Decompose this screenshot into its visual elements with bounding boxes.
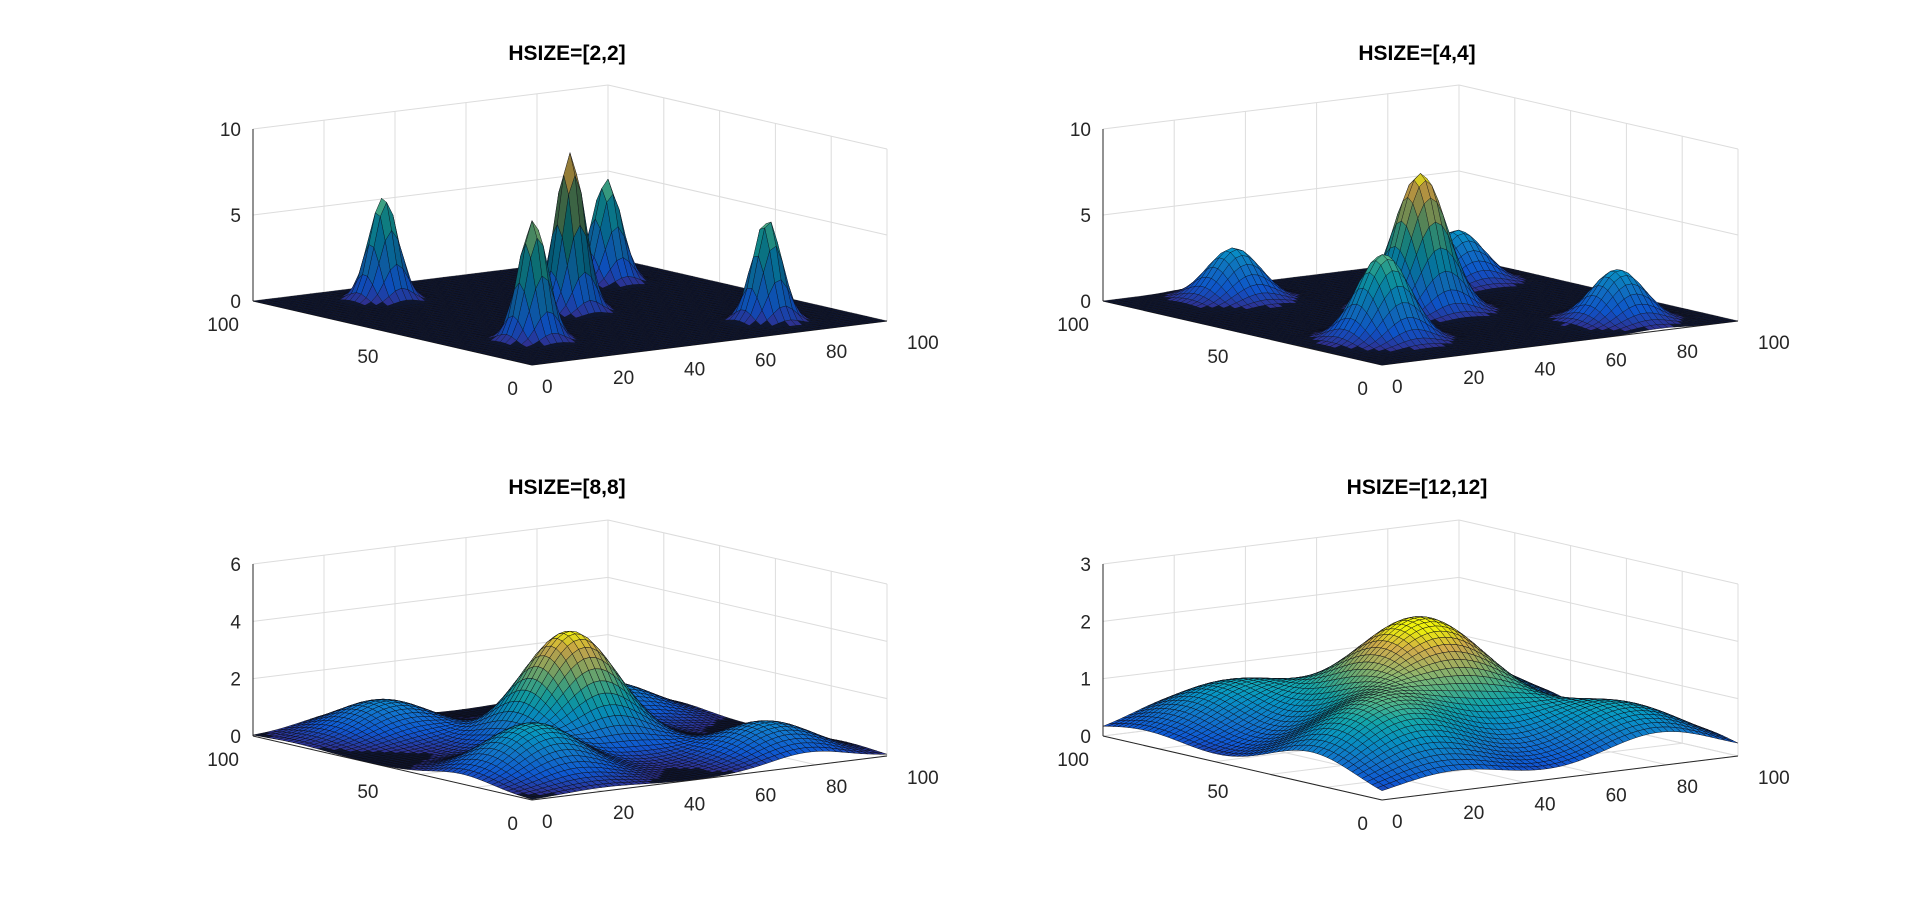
x-tick-label: 40 bbox=[684, 359, 705, 380]
z-tick-label: 5 bbox=[230, 206, 241, 227]
y-tick-label: 50 bbox=[357, 347, 378, 368]
x-tick-label: 60 bbox=[755, 351, 776, 372]
x-tick-label: 100 bbox=[907, 333, 939, 354]
x-tick-label: 0 bbox=[542, 377, 553, 398]
grid-line bbox=[252, 170, 609, 216]
grid-line bbox=[252, 84, 609, 130]
subplot-title: HSIZE=[2,2] bbox=[508, 42, 625, 65]
grid-line bbox=[607, 170, 888, 236]
z-tick-label: 0 bbox=[230, 292, 241, 313]
y-tick-label: 100 bbox=[207, 315, 239, 336]
grid-line bbox=[607, 84, 888, 150]
z-tick-label: 10 bbox=[220, 120, 241, 141]
y-tick-label: 0 bbox=[507, 379, 518, 400]
surface-mesh bbox=[252, 152, 888, 366]
x-tick-label: 20 bbox=[613, 368, 634, 389]
x-tick-label: 80 bbox=[826, 342, 847, 363]
